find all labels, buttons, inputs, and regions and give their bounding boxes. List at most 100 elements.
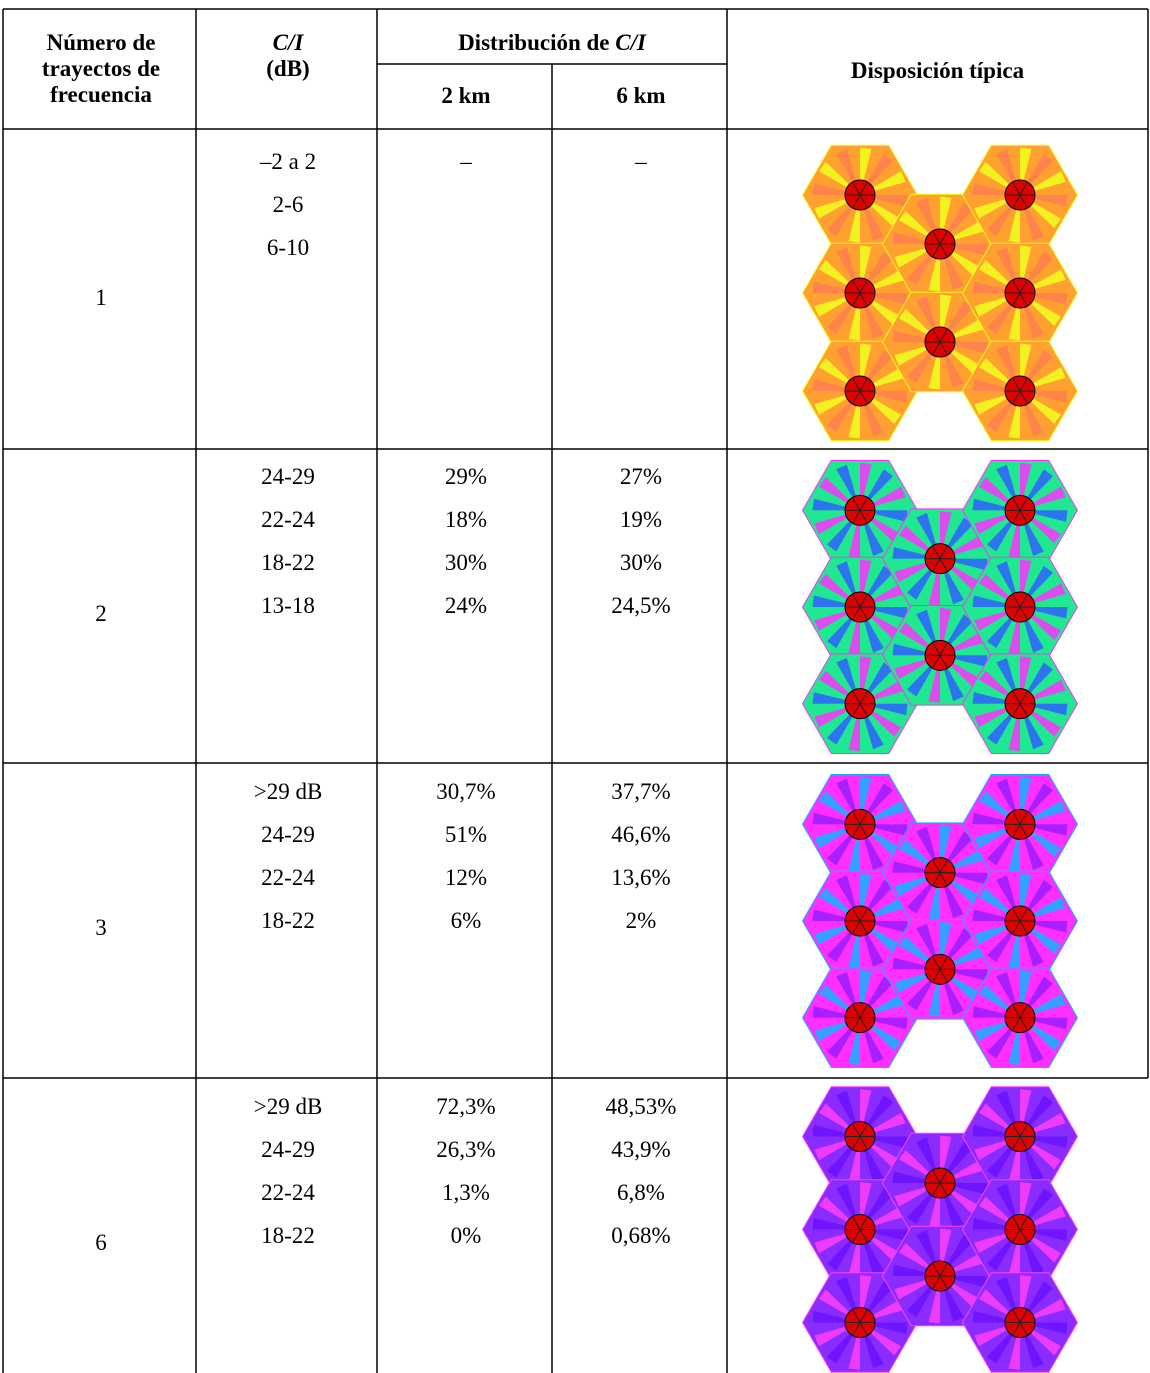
dist-value: 46,6% bbox=[611, 822, 671, 847]
dist-value: 51% bbox=[444, 822, 488, 847]
base-station-marker bbox=[1004, 1002, 1036, 1034]
row-ci-values: >29 dB 24-29 22-24 18-22 bbox=[199, 1085, 377, 1257]
dist-value: 30% bbox=[444, 550, 488, 575]
dist-value: 1,3% bbox=[442, 1180, 490, 1205]
row-6km-values: 27% 19% 30% 24,5% bbox=[555, 455, 727, 627]
base-station-marker bbox=[844, 1214, 876, 1245]
dist-value: 12% bbox=[444, 865, 488, 890]
dist-value: 0% bbox=[450, 1223, 482, 1248]
base-station-marker bbox=[924, 857, 956, 889]
dist-value: 13,6% bbox=[611, 865, 671, 890]
dist-value: 37,7% bbox=[611, 779, 671, 804]
row-6km-values: 37,7% 46,6% 13,6% 2% bbox=[555, 770, 727, 942]
base-station-marker bbox=[844, 277, 876, 309]
layout-pattern-6 bbox=[801, 1086, 1079, 1373]
dist-value: 72,3% bbox=[436, 1094, 496, 1119]
dist-value: 29% bbox=[444, 464, 488, 489]
header-distribution-ci: C/I bbox=[615, 30, 646, 55]
base-station-marker bbox=[1004, 1121, 1036, 1152]
base-station-marker bbox=[924, 228, 956, 260]
ci-value: 24-29 bbox=[261, 464, 315, 489]
row-paths: 1 bbox=[95, 285, 107, 310]
base-station-marker bbox=[1004, 591, 1036, 623]
ci-value: 18-22 bbox=[261, 550, 315, 575]
dist-value: 2% bbox=[625, 908, 657, 933]
header-ci: C/I (dB) bbox=[199, 30, 377, 82]
header-ci-label: C/I bbox=[272, 30, 304, 55]
header-ci-unit: (dB) bbox=[266, 56, 310, 81]
base-station-marker bbox=[1004, 688, 1036, 720]
row-6km-value: – bbox=[635, 149, 647, 174]
ci-value: >29 dB bbox=[253, 779, 323, 804]
dist-value: 6% bbox=[450, 908, 482, 933]
dist-value: 27% bbox=[619, 464, 663, 489]
dist-value: 30% bbox=[619, 550, 663, 575]
ci-value: 13-18 bbox=[261, 593, 315, 618]
base-station-marker bbox=[844, 375, 876, 407]
base-station-marker bbox=[1004, 179, 1036, 211]
row-2km-values: 72,3% 26,3% 1,3% 0% bbox=[380, 1085, 552, 1257]
base-station-marker bbox=[1004, 905, 1036, 937]
header-num-paths: Número de trayectos de frecuencia bbox=[6, 30, 196, 108]
base-station-marker bbox=[924, 1260, 956, 1292]
base-station-marker bbox=[844, 688, 876, 720]
base-station-marker bbox=[1004, 1214, 1036, 1245]
ci-value: 6-10 bbox=[266, 235, 310, 260]
row-ci-values: >29 dB 24-29 22-24 18-22 bbox=[199, 770, 377, 942]
row-ci-values: 24-29 22-24 18-22 13-18 bbox=[199, 455, 377, 627]
ci-value: 24-29 bbox=[261, 1137, 315, 1162]
header-layout: Disposición típica bbox=[850, 58, 1025, 83]
dist-value: 43,9% bbox=[611, 1137, 671, 1162]
base-station-marker bbox=[1004, 494, 1036, 526]
base-station-marker bbox=[924, 1167, 956, 1199]
dist-value: 19% bbox=[619, 507, 663, 532]
base-station-marker bbox=[1004, 277, 1036, 309]
base-station-marker bbox=[924, 543, 956, 575]
ci-value: 22-24 bbox=[261, 865, 315, 890]
dist-value: 24,5% bbox=[611, 593, 671, 618]
base-station-marker bbox=[1004, 1307, 1036, 1338]
base-station-marker bbox=[924, 326, 956, 358]
row-ci-values: –2 a 2 2-6 6-10 bbox=[199, 140, 377, 269]
base-station-marker bbox=[844, 494, 876, 526]
row-6km-values: 48,53% 43,9% 6,8% 0,68% bbox=[555, 1085, 727, 1257]
header-2km: 2 km bbox=[441, 83, 491, 108]
base-station-marker bbox=[844, 905, 876, 937]
base-station-marker bbox=[844, 591, 876, 623]
ci-value: 22-24 bbox=[261, 507, 315, 532]
base-station-marker bbox=[844, 179, 876, 211]
row-2km-values: 29% 18% 30% 24% bbox=[380, 455, 552, 627]
dist-value: 26,3% bbox=[436, 1137, 496, 1162]
base-station-marker bbox=[924, 639, 956, 671]
layout-pattern-2 bbox=[801, 460, 1079, 754]
row-paths: 3 bbox=[95, 915, 107, 940]
dist-value: 24% bbox=[444, 593, 488, 618]
dist-value: 0,68% bbox=[611, 1223, 671, 1248]
dist-value: 6,8% bbox=[617, 1180, 665, 1205]
ci-value: 18-22 bbox=[261, 908, 315, 933]
base-station-marker bbox=[844, 808, 876, 840]
header-distribution: Distribución de C/I bbox=[380, 30, 724, 56]
ci-value: 18-22 bbox=[261, 1223, 315, 1248]
hex-cell bbox=[961, 1086, 1079, 1187]
row-2km-values: 30,7% 51% 12% 6% bbox=[380, 770, 552, 942]
ci-value: –2 a 2 bbox=[259, 149, 317, 174]
base-station-marker bbox=[1004, 808, 1036, 840]
dist-value: 48,53% bbox=[605, 1094, 677, 1119]
ci-value: >29 dB bbox=[253, 1094, 323, 1119]
row-paths: 2 bbox=[95, 601, 107, 626]
ci-value: 24-29 bbox=[261, 822, 315, 847]
layout-pattern-1 bbox=[801, 144, 1079, 442]
base-station-marker bbox=[1004, 375, 1036, 407]
ci-value: 22-24 bbox=[261, 1180, 315, 1205]
header-num-paths-line1: Número de bbox=[46, 30, 156, 55]
dist-value: 18% bbox=[444, 507, 488, 532]
row-paths: 6 bbox=[95, 1230, 107, 1255]
ci-value: 2-6 bbox=[272, 192, 304, 217]
base-station-marker bbox=[844, 1121, 876, 1152]
header-distribution-prefix: Distribución de bbox=[458, 30, 616, 55]
dist-value: 30,7% bbox=[436, 779, 496, 804]
header-num-paths-line3: frecuencia bbox=[50, 82, 152, 107]
base-station-marker bbox=[924, 953, 956, 985]
